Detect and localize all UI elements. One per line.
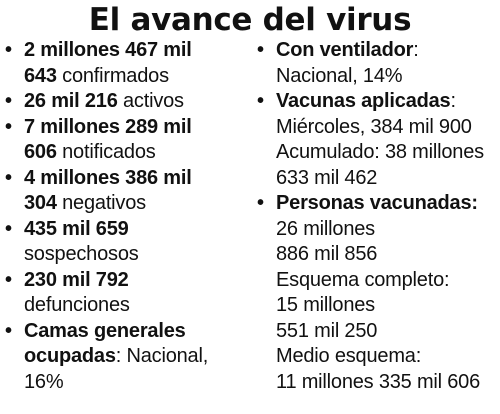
bullet-icon: • [257,90,264,112]
ventilador-heading: Con ventilador [276,39,414,61]
vacunas-heading: Vacunas aplicadas [276,90,451,112]
esquema-completo-line1: 15 millones [276,294,375,316]
headline: El avance del virus [88,2,412,38]
confirmados-value-line2: 643 [24,64,57,87]
notificados-label: notificados [56,141,156,163]
vacunas-acumulado-line2: 633 mil 462 [276,166,378,189]
list-item-personas: • Personas vacunadas: 26 millones 886 mi… [256,191,500,395]
activos-label: activos [117,90,184,112]
list-item-confirmados: • 2 millones 467 mil 643 confirmados [4,38,254,89]
medio-esquema-value: 11 millones 335 mil 606 [276,370,481,393]
esquema-completo-label: Esquema completo: [276,268,450,291]
negativos-value-line2: 304 [24,192,57,214]
camas-heading-line2: ocupadas [24,345,116,367]
list-item-ventilador: • Con ventilador: Nacional, 14% [256,38,500,89]
medio-esquema-label: Medio esquema: [276,345,422,367]
vacunas-colon: : [450,90,456,112]
negativos-label: negativos [56,192,146,214]
bullet-icon: • [5,39,12,61]
confirmados-value-line1: 2 millones 467 mil [24,39,192,61]
bullet-icon: • [5,166,12,189]
negativos-value-line1: 4 millones 386 mil [24,166,192,189]
list-item-vacunas: • Vacunas aplicadas: Miércoles, 384 mil … [256,89,500,191]
sospechosos-value: 435 mil 659 [24,217,129,240]
activos-value: 26 mil 216 [24,90,118,112]
list-item-notificados: • 7 millones 289 mil 606 notificados [4,115,254,166]
left-column: • 2 millones 467 mil 643 confirmados • 2… [4,38,254,395]
list-item-camas: • Camas generales ocupadas: Nacional, 16… [4,319,254,396]
ventilador-value: Nacional, 14% [276,64,403,87]
sospechosos-label: sospechosos [24,243,139,265]
personas-heading: Personas vacunadas: [276,192,478,214]
list-item-defunciones: • 230 mil 792 defunciones [4,268,254,319]
ventilador-colon: : [413,39,419,61]
defunciones-label: defunciones [24,294,130,316]
vacunas-miercoles: Miércoles, 384 mil 900 [276,115,472,138]
bullet-icon: • [257,39,264,61]
camas-percent: 16% [24,370,64,393]
bullet-icon: • [257,192,264,214]
confirmados-label: confirmados [56,64,169,87]
defunciones-value: 230 mil 792 [24,268,129,291]
right-column: • Con ventilador: Nacional, 14% • Vacuna… [256,38,500,395]
notificados-value-line1: 7 millones 289 mil [24,115,192,138]
bullet-icon: • [5,268,12,291]
camas-nacional-label: : Nacional, [115,345,209,367]
vacunas-acumulado-line1: Acumulado: 38 millones [276,141,484,163]
personas-total-line1: 26 millones [276,217,375,240]
esquema-completo-line2: 551 mil 250 [276,319,378,342]
list-item-sospechosos: • 435 mil 659 sospechosos [4,217,254,268]
bullet-icon: • [5,319,12,342]
list-item-activos: • 26 mil 216 activos [4,89,254,115]
bullet-icon: • [5,90,12,112]
bullet-icon: • [5,217,12,240]
camas-heading-line1: Camas generales [24,319,186,342]
list-item-negativos: • 4 millones 386 mil 304 negativos [4,166,254,217]
personas-total-line2: 886 mil 856 [276,243,378,265]
bullet-icon: • [5,115,12,138]
notificados-value-line2: 606 [24,141,57,163]
